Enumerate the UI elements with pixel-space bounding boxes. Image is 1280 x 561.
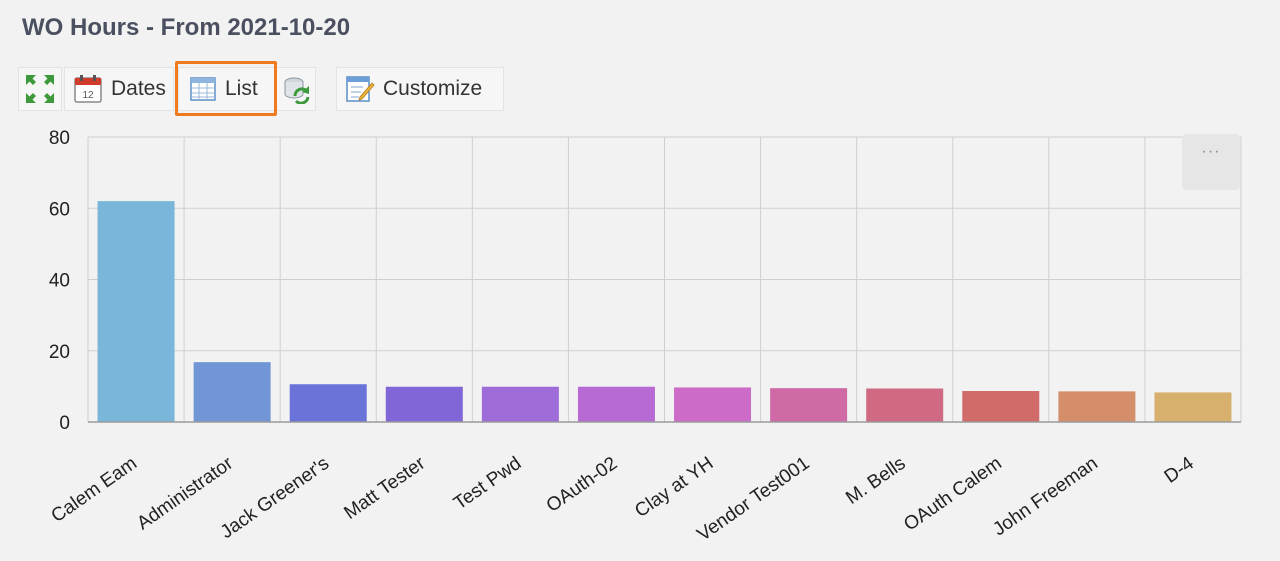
bar	[577, 386, 655, 422]
calendar-icon: 12	[74, 75, 102, 103]
expand-arrows-icon	[26, 75, 54, 103]
chart-more-button[interactable]: ···	[1182, 134, 1240, 190]
bar	[674, 387, 752, 422]
x-tick-label: Test Pwd	[450, 453, 525, 514]
x-tick-label: OAuth-02	[543, 453, 622, 517]
page-title: WO Hours - From 2021-10-20	[22, 14, 351, 41]
list-button[interactable]: List	[178, 67, 276, 111]
bar	[97, 201, 175, 422]
x-tick-label: Calem Eam	[48, 453, 141, 527]
customize-button[interactable]: Customize	[336, 67, 504, 111]
y-tick-label: 80	[49, 128, 70, 149]
bar	[385, 386, 463, 422]
bar	[770, 388, 848, 422]
x-tick-label: John Freeman	[989, 453, 1101, 540]
table-list-icon	[190, 77, 216, 101]
bar	[1154, 392, 1232, 422]
customize-label: Customize	[383, 77, 483, 100]
bar	[1058, 391, 1136, 422]
bar	[289, 384, 367, 422]
x-tick-label: Clay at YH	[631, 453, 717, 522]
refresh-icon	[284, 77, 310, 104]
x-tick-label: M. Bells	[842, 453, 909, 509]
list-label: List	[225, 77, 258, 100]
svg-text:12: 12	[82, 90, 94, 101]
x-tick-label: Matt Tester	[340, 453, 429, 524]
bar	[962, 391, 1040, 422]
dates-label: Dates	[111, 77, 166, 100]
bar	[481, 386, 559, 422]
y-tick-label: 0	[59, 413, 70, 434]
bar	[866, 388, 944, 422]
x-tick-label: D-4	[1161, 453, 1198, 488]
y-tick-label: 60	[49, 199, 70, 220]
refresh-button[interactable]	[276, 67, 316, 111]
edit-form-icon	[346, 76, 375, 102]
dates-button[interactable]: 12 Dates	[64, 67, 174, 111]
y-tick-label: 40	[49, 271, 70, 292]
bar	[193, 362, 271, 422]
expand-button[interactable]	[18, 67, 62, 111]
y-tick-label: 20	[49, 342, 70, 363]
